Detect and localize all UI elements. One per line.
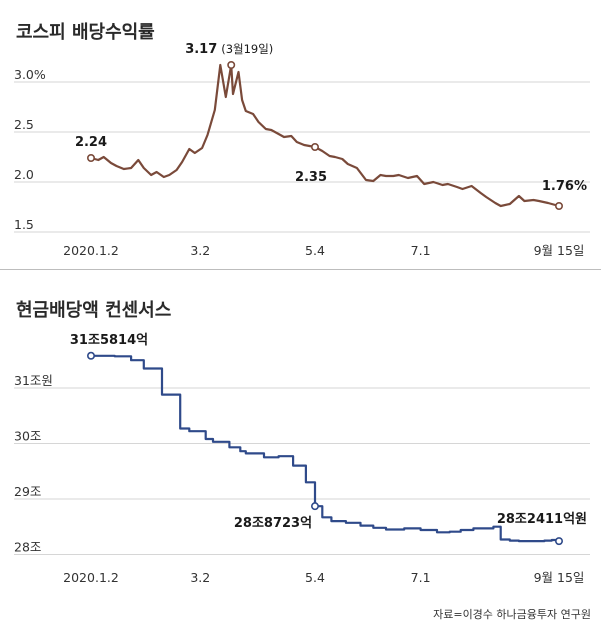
peak-date-label: (3월19일) <box>221 42 273 56</box>
x-tick-label: 2020.1.2 <box>63 243 119 258</box>
peak-marker <box>227 60 236 69</box>
end-marker <box>554 537 563 546</box>
y-tick-label: 28조 <box>14 539 41 554</box>
x-tick-label: 2020.1.2 <box>63 570 119 585</box>
x-tick-label: 9월 15일 <box>534 570 585 585</box>
y-tick-label: 1.5 <box>14 217 34 232</box>
x-tick-label: 3.2 <box>190 570 210 585</box>
source-note: 자료=이경수 하나금융투자 연구원 <box>433 608 591 621</box>
y-tick-label: 2.5 <box>14 117 34 132</box>
start-value-label: 31조5814억 <box>70 333 148 348</box>
x-tick-label: 7.1 <box>411 243 431 258</box>
mid-marker <box>310 143 319 152</box>
y-tick-label: 30조 <box>14 428 41 443</box>
series-line <box>90 63 560 208</box>
peak-value-label: 3.17 <box>185 42 217 57</box>
mid-marker <box>310 502 319 511</box>
y-tick-label: 2.0 <box>14 167 34 182</box>
end-value-label: 1.76% <box>542 179 587 194</box>
x-tick-label: 3.2 <box>190 243 210 258</box>
mid-value-label: 2.35 <box>295 170 327 185</box>
x-tick-label: 5.4 <box>305 570 325 585</box>
chart-title-cash-dividend: 현금배당액 컨센서스 <box>16 300 172 321</box>
x-tick-label: 5.4 <box>305 243 325 258</box>
start-value-label: 2.24 <box>75 135 107 150</box>
panel-divider <box>0 269 601 270</box>
x-tick-label: 7.1 <box>411 570 431 585</box>
series-line <box>91 354 561 543</box>
mid-value-label: 28조8723억 <box>234 516 312 531</box>
end-marker <box>554 202 563 211</box>
chart-title-dividend-yield: 코스피 배당수익률 <box>16 22 155 43</box>
x-tick-label: 9월 15일 <box>534 243 585 258</box>
y-tick-label: 29조 <box>14 484 41 499</box>
start-marker <box>87 351 96 360</box>
y-tick-label: 3.0% <box>14 67 46 82</box>
y-tick-label: 31조원 <box>14 373 53 388</box>
start-marker <box>87 154 96 163</box>
end-value-label: 28조2411억원 <box>497 512 587 527</box>
